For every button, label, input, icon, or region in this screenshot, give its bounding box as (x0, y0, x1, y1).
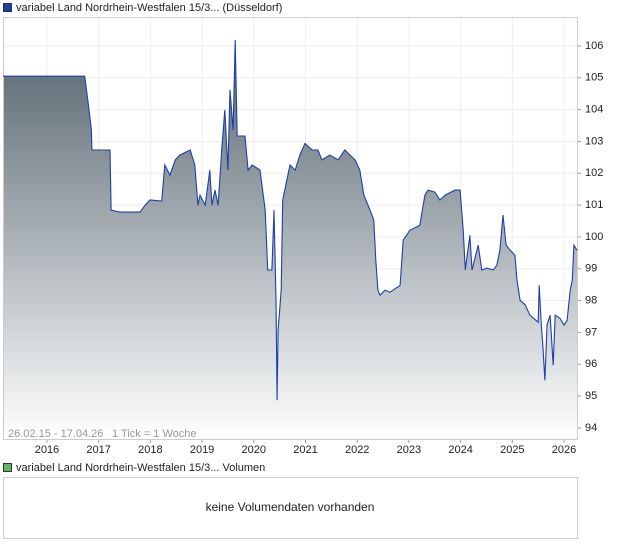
y-tick-label: 106 (585, 40, 603, 52)
y-tick-label: 99 (585, 263, 597, 275)
x-tick-label: 2021 (293, 444, 317, 456)
x-tick-label: 2023 (397, 444, 421, 456)
x-tick-label: 2017 (86, 444, 110, 456)
volume-frame (3, 477, 578, 539)
y-tick-label: 95 (585, 390, 597, 402)
y-tick-label: 105 (585, 72, 603, 84)
y-tick-label: 98 (585, 294, 597, 306)
x-tick-label: 2026 (552, 444, 576, 456)
legend-label: variabel Land Nordrhein-Westfalen 15/3..… (16, 2, 282, 14)
legend-swatch (3, 3, 12, 12)
x-tick-label: 2024 (448, 444, 472, 456)
legend-swatch (3, 463, 12, 472)
y-tick-label: 96 (585, 358, 597, 370)
y-tick-label: 102 (585, 167, 603, 179)
area-fill (3, 39, 577, 441)
y-tick-label: 100 (585, 231, 603, 243)
x-tick-label: 2019 (190, 444, 214, 456)
y-tick-label: 103 (585, 135, 603, 147)
price-line (3, 39, 578, 401)
plot-frame (3, 17, 578, 440)
y-tick-label: 104 (585, 104, 603, 116)
y-tick-label: 94 (585, 422, 597, 434)
x-tick-label: 2025 (500, 444, 524, 456)
x-tick-label: 2022 (345, 444, 369, 456)
y-tick-label: 101 (585, 199, 603, 211)
legend-label: variabel Land Nordrhein-Westfalen 15/3..… (16, 462, 265, 474)
date-range: 26.02.15 - 17.04.26 (8, 428, 103, 440)
tick-note: 1 Tick = 1 Woche (112, 428, 196, 440)
x-tick-label: 2020 (242, 444, 266, 456)
volume-message: keine Volumendaten vorhanden (206, 500, 375, 514)
x-tick-label: 2016 (35, 444, 59, 456)
x-tick-label: 2018 (138, 444, 162, 456)
y-tick-label: 97 (585, 326, 597, 338)
